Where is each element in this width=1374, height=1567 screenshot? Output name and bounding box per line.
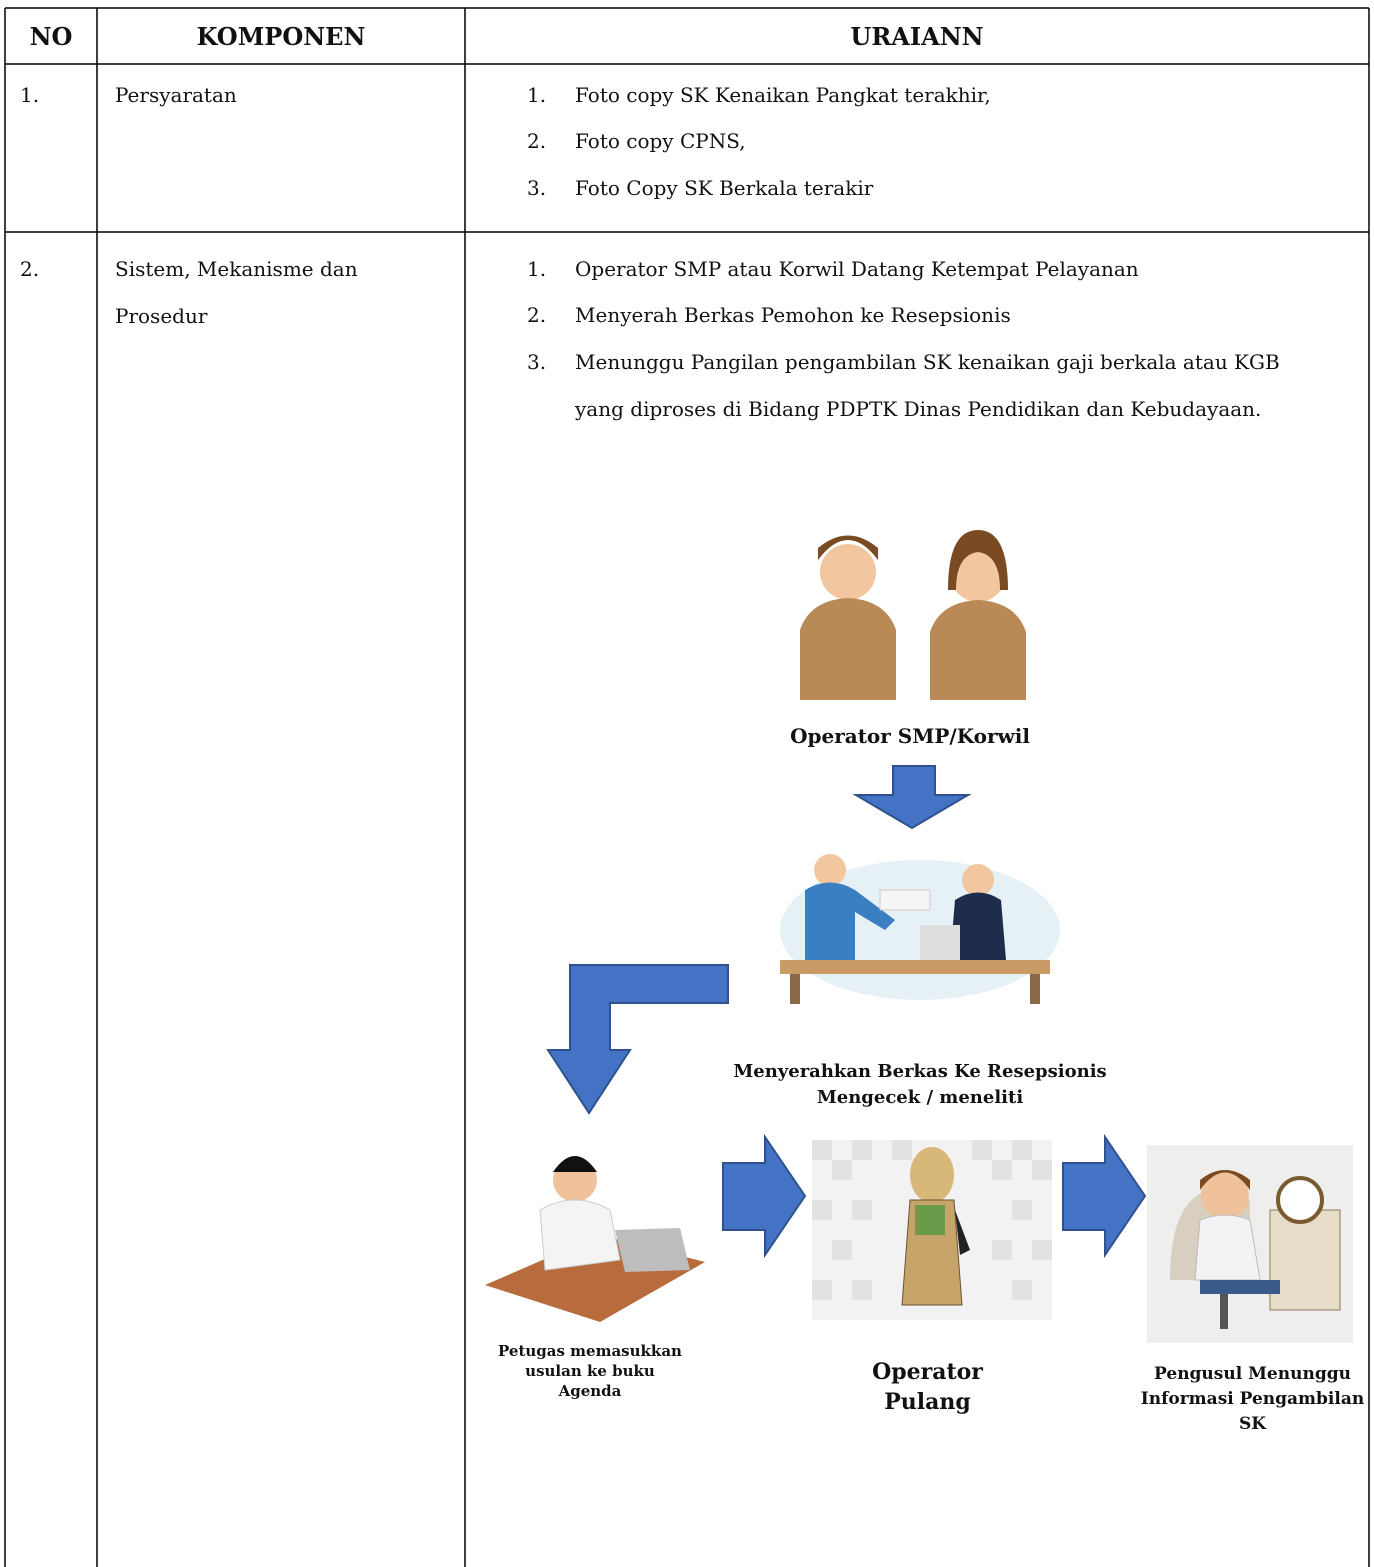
step-label: Pengusul Menunggu Informasi Pengambilan … xyxy=(1140,1364,1365,1434)
row-number: 2. xyxy=(20,257,40,281)
step-label: Operator Pulang xyxy=(872,1359,983,1415)
item-text: Foto Copy SK Berkala terakir xyxy=(575,176,874,200)
item-text: Operator SMP atau Korwil Datang Ketempat… xyxy=(575,257,1139,281)
item-text: Menyerah Berkas Pemohon ke Resepsionis xyxy=(575,303,1011,327)
list-item: 2. Foto copy CPNS, xyxy=(527,118,746,165)
step-label-line: Mengecek / meneliti xyxy=(816,1087,1024,1108)
item-text: Foto copy SK Kenaikan Pangkat terakhir, xyxy=(575,83,991,107)
item-number: 2. xyxy=(527,129,547,153)
step-label: Operator SMP/Korwil xyxy=(790,724,1030,748)
header-cell: KOMPONEN xyxy=(196,21,366,51)
row-component: Persyaratan xyxy=(115,83,237,107)
step-label: Petugas memasukkan usulan ke buku Agenda xyxy=(498,1342,682,1400)
list-item: 1. Operator SMP atau Korwil Datang Ketemp… xyxy=(527,246,1357,293)
item-number: 3. xyxy=(527,176,547,200)
row-component: Sistem, Mekanisme dan Prosedur xyxy=(115,257,358,328)
list-item: 3. Menunggu Pangilan pengambilan SK kenai… xyxy=(527,339,1327,432)
list-item: 2. Menyerah Berkas Pemohon ke Resepsionis xyxy=(527,292,1357,339)
item-number: 2. xyxy=(527,303,547,327)
item-text: Menunggu Pangilan pengambilan SK kenaika… xyxy=(575,350,1280,421)
list-item: 1. Foto copy SK Kenaikan Pangkat terakhir… xyxy=(527,72,991,119)
header-cell: NO xyxy=(29,21,73,51)
list-item: 3. Foto Copy SK Berkala terakir xyxy=(527,165,873,212)
header-cell: URAIANN xyxy=(850,21,984,51)
item-text: Foto copy CPNS, xyxy=(575,129,746,153)
item-number: 3. xyxy=(527,350,547,374)
row-number: 1. xyxy=(20,83,40,107)
step-label-line: Menyerahkan Berkas Ke Resepsionis xyxy=(733,1061,1107,1082)
item-number: 1. xyxy=(527,83,547,107)
item-number: 1. xyxy=(527,257,547,281)
step-label: Menyerahkan Berkas Ke Resepsionis Mengec… xyxy=(620,1059,1220,1111)
